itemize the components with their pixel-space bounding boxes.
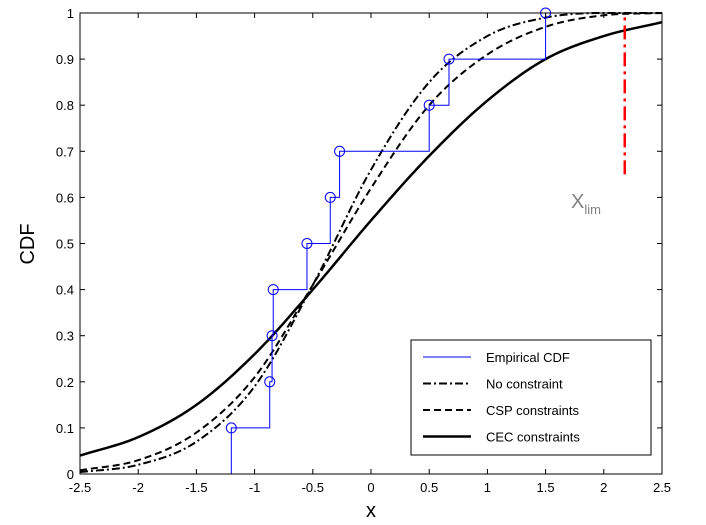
x-tick-label: 0 [367,480,374,495]
y-tick-label: 0.3 [56,329,74,344]
xlim-annotation: Xlim [571,191,601,217]
x-tick-label: -1 [249,480,261,495]
empirical-point [225,422,237,434]
y-tick-label: 0.1 [56,421,74,436]
series-line [79,12,663,472]
y-axis-label: CDF [17,223,39,264]
x-axis-label: x [366,500,376,522]
y-tick-label: 0 [67,467,74,482]
legend-label: No constraint [486,377,563,392]
legend-label: CEC constraints [486,430,580,445]
empirical-point [301,238,313,249]
y-tick-label: 0.9 [56,52,74,67]
x-tick-label: -1.5 [185,480,207,495]
y-tick-label: 1 [67,6,74,21]
empirical-point [423,99,435,111]
empirical-point [324,191,336,203]
x-tick-label: 1.5 [537,480,555,495]
empirical-step-line [230,13,547,474]
y-tick-label: 0.6 [56,190,74,205]
x-tick-label: -0.5 [302,480,324,495]
y-tick-label: 0.2 [56,375,74,390]
empirical-point [264,376,276,388]
xlim-annotation-main: X [571,191,584,213]
x-axis-ticks: -2.5 -2 -1.5 -1 -0.5 0 0.5 1 1.5 2 2.5 [69,13,671,495]
empirical-point [267,284,279,296]
x-tick-label: -2 [132,480,144,495]
y-axis-ticks: 0 0.1 0.2 0.3 0.4 0.5 0.6 0.7 0.8 0.9 1 [56,6,662,482]
legend-label: Empirical CDF [486,350,570,365]
x-tick-label: 2 [600,480,607,495]
empirical-point [266,330,278,342]
x-tick-label: 1 [484,480,491,495]
x-tick-label: 2.5 [653,480,671,495]
empirical-group [225,7,552,474]
series-line [79,21,663,457]
x-tick-label: -2.5 [69,480,91,495]
series-line [79,12,662,474]
x-tick-label: 0.5 [420,480,438,495]
legend: Empirical CDF No constraint CSP constraint… [410,339,652,456]
y-tick-label: 0.8 [56,98,74,113]
xlim-annotation-sub: lim [584,202,601,217]
y-tick-label: 0.7 [56,144,74,159]
curves-group [79,12,663,474]
y-tick-label: 0.5 [56,237,74,252]
legend-label: CSP constraints [486,403,579,418]
empirical-point [334,145,346,157]
y-tick-label: 0.4 [56,283,74,298]
empirical-point [443,53,455,65]
